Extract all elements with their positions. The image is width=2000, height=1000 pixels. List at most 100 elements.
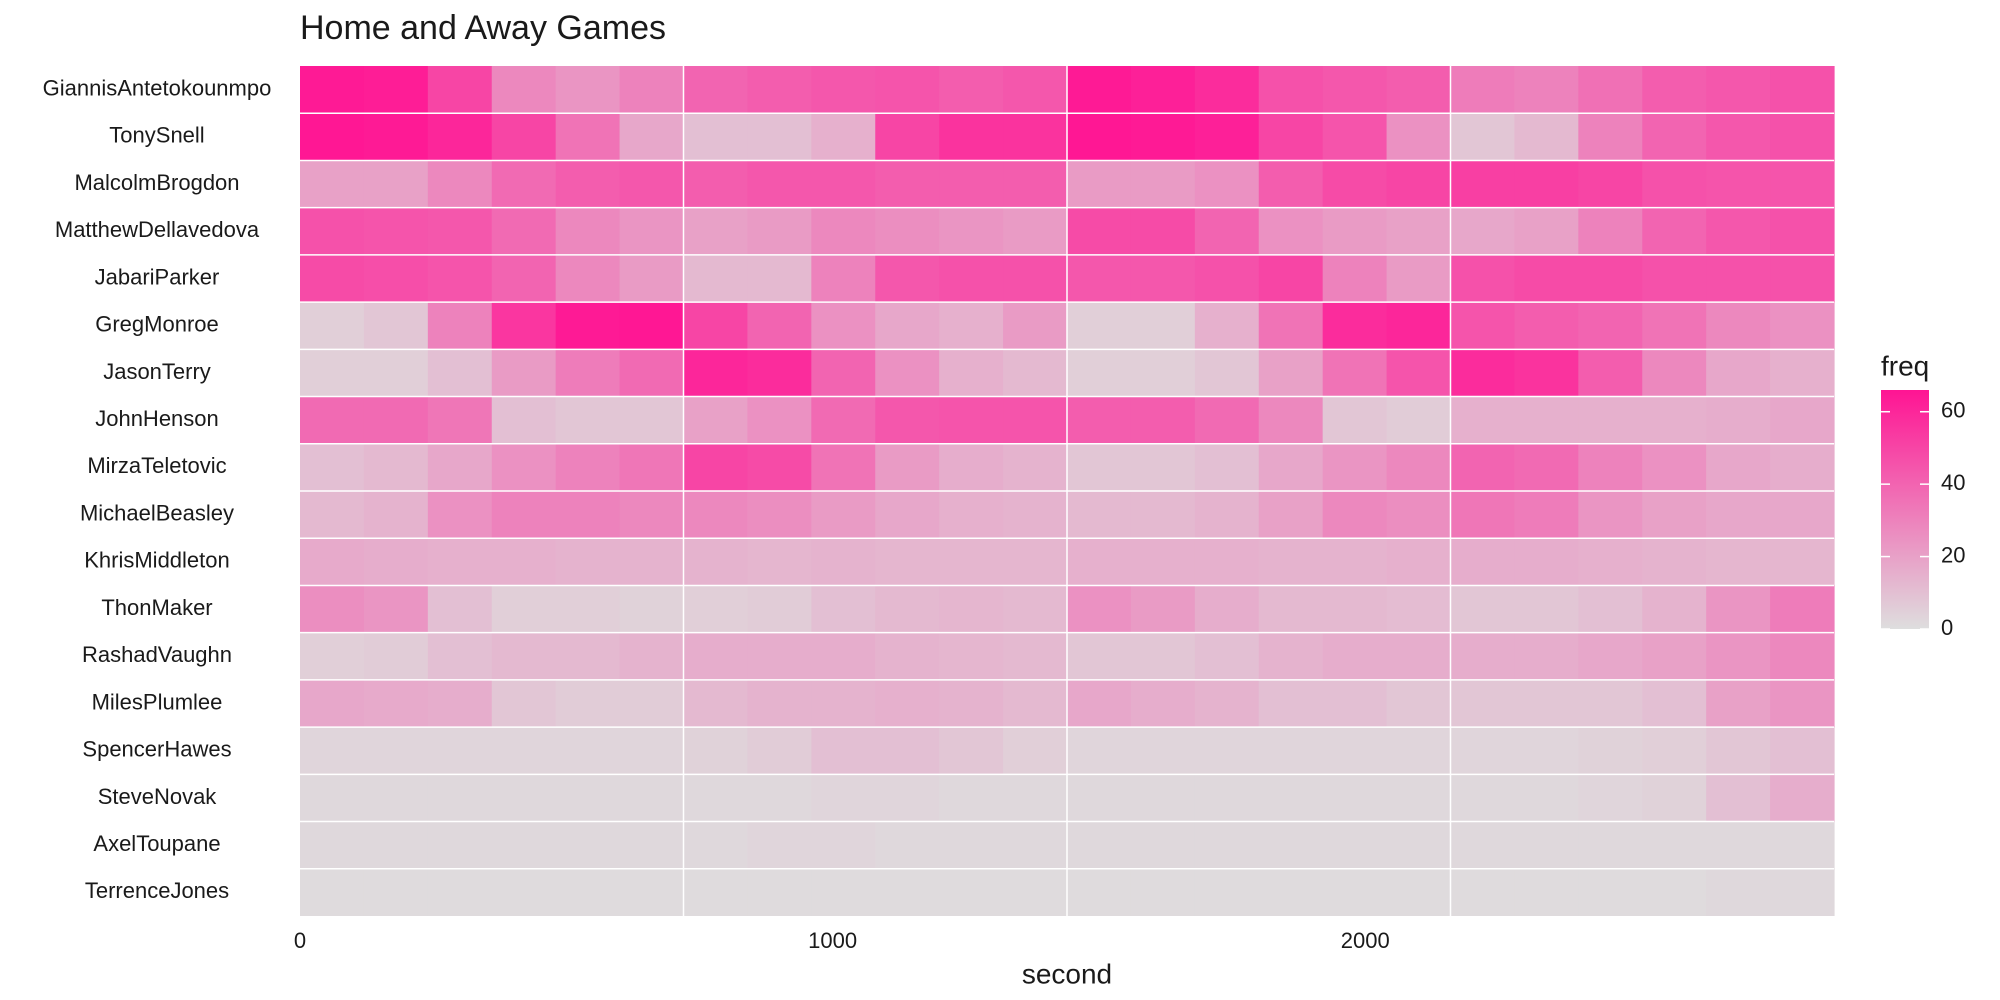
- heat-cell: [1322, 160, 1388, 208]
- heat-cell: [1450, 396, 1516, 444]
- heat-cell: [1706, 254, 1771, 303]
- heat-cell: [491, 349, 557, 397]
- heat-cell: [1386, 821, 1452, 869]
- heat-cell: [1130, 727, 1196, 775]
- heat-cell: [875, 349, 940, 397]
- heat-cell: [1322, 585, 1388, 633]
- heat-cell: [1642, 207, 1707, 255]
- heat-cell: [1003, 679, 1068, 728]
- heat-cell: [1258, 207, 1324, 255]
- heat-cell: [1706, 632, 1771, 680]
- heat-cell: [1770, 868, 1835, 916]
- heat-cell: [1642, 585, 1707, 633]
- heat-cell: [811, 727, 876, 775]
- heat-cell: [1450, 868, 1516, 916]
- heat-cell: [363, 66, 429, 114]
- heat-cell: [555, 585, 621, 633]
- heat-cell: [939, 396, 1004, 444]
- heat-cell: [619, 113, 685, 161]
- heat-cell: [1706, 302, 1771, 350]
- heat-cell: [1770, 160, 1835, 208]
- y-tick-label: GiannisAntetokounmpo: [43, 75, 272, 100]
- y-tick-label: MalcolmBrogdon: [74, 170, 239, 195]
- heat-cell: [1067, 160, 1132, 208]
- heat-cell: [363, 585, 429, 633]
- heat-cell: [1386, 491, 1452, 539]
- heat-cell: [875, 254, 940, 303]
- heat-cell: [1514, 302, 1579, 350]
- heat-cell: [1067, 207, 1132, 255]
- heat-cell: [1322, 679, 1388, 728]
- heat-cell: [300, 302, 365, 350]
- heat-cell: [811, 585, 876, 633]
- y-tick-label: GregMonroe: [95, 312, 219, 337]
- heat-cell: [619, 443, 685, 491]
- heat-cell: [1450, 113, 1516, 161]
- heat-cell: [1706, 774, 1771, 822]
- heat-cell: [1642, 868, 1707, 916]
- heat-cell: [1194, 679, 1260, 728]
- heat-cell: [1003, 113, 1068, 161]
- heat-cell: [555, 679, 621, 728]
- heat-cell: [939, 632, 1004, 680]
- heat-cell: [619, 160, 685, 208]
- heat-cell: [1642, 821, 1707, 869]
- heat-cell: [1514, 727, 1579, 775]
- heat-cell: [1130, 632, 1196, 680]
- heat-cell: [1258, 821, 1324, 869]
- colorbar: [1881, 390, 1929, 629]
- heat-cell: [1130, 821, 1196, 869]
- y-tick-label: MatthewDellavedova: [55, 217, 260, 242]
- heat-cell: [1450, 679, 1516, 728]
- heat-cell: [1258, 113, 1324, 161]
- heat-cell: [1258, 727, 1324, 775]
- heat-cell: [1067, 113, 1132, 161]
- heat-cell: [1450, 821, 1516, 869]
- y-tick-label: TerrenceJones: [85, 878, 229, 903]
- heat-cell: [747, 396, 812, 444]
- x-tick-label: 1000: [808, 928, 857, 953]
- heat-cell: [427, 443, 493, 491]
- heat-cell: [1770, 443, 1835, 491]
- heat-cell: [683, 538, 749, 586]
- heat-cell: [939, 821, 1004, 869]
- heat-cell: [619, 727, 685, 775]
- heat-cell: [1130, 254, 1196, 303]
- heat-cell: [1706, 679, 1771, 728]
- heat-cell: [1770, 207, 1835, 255]
- heat-cell: [1130, 302, 1196, 350]
- heat-cell: [683, 66, 749, 114]
- heat-cell: [1706, 821, 1771, 869]
- legend-title: freq: [1881, 350, 1929, 381]
- heat-cell: [1386, 585, 1452, 633]
- heat-cell: [491, 443, 557, 491]
- heat-cell: [1514, 774, 1579, 822]
- heat-cell: [619, 302, 685, 350]
- heat-cell: [1067, 396, 1132, 444]
- heat-cell: [1130, 774, 1196, 822]
- heat-cell: [363, 868, 429, 916]
- heat-cell: [1067, 254, 1132, 303]
- heat-cell: [1514, 632, 1579, 680]
- heat-cell: [1770, 254, 1835, 303]
- heat-cell: [1003, 727, 1068, 775]
- heat-cell: [363, 443, 429, 491]
- heat-cell: [1706, 443, 1771, 491]
- heat-cell: [1067, 727, 1132, 775]
- heat-cell: [491, 302, 557, 350]
- heat-cell: [555, 396, 621, 444]
- heat-cell: [1450, 443, 1516, 491]
- heat-cell: [1450, 254, 1516, 303]
- heat-cell: [1578, 491, 1643, 539]
- heat-cell: [1770, 396, 1835, 444]
- heat-cell: [1642, 679, 1707, 728]
- legend-tick-label: 40: [1941, 470, 1965, 495]
- heat-cell: [300, 491, 365, 539]
- heat-cell: [1386, 66, 1452, 114]
- heat-cell: [1706, 491, 1771, 539]
- heat-cell: [683, 868, 749, 916]
- heat-cell: [1003, 491, 1068, 539]
- heat-cell: [555, 491, 621, 539]
- heat-cell: [300, 160, 365, 208]
- heat-cell: [1194, 491, 1260, 539]
